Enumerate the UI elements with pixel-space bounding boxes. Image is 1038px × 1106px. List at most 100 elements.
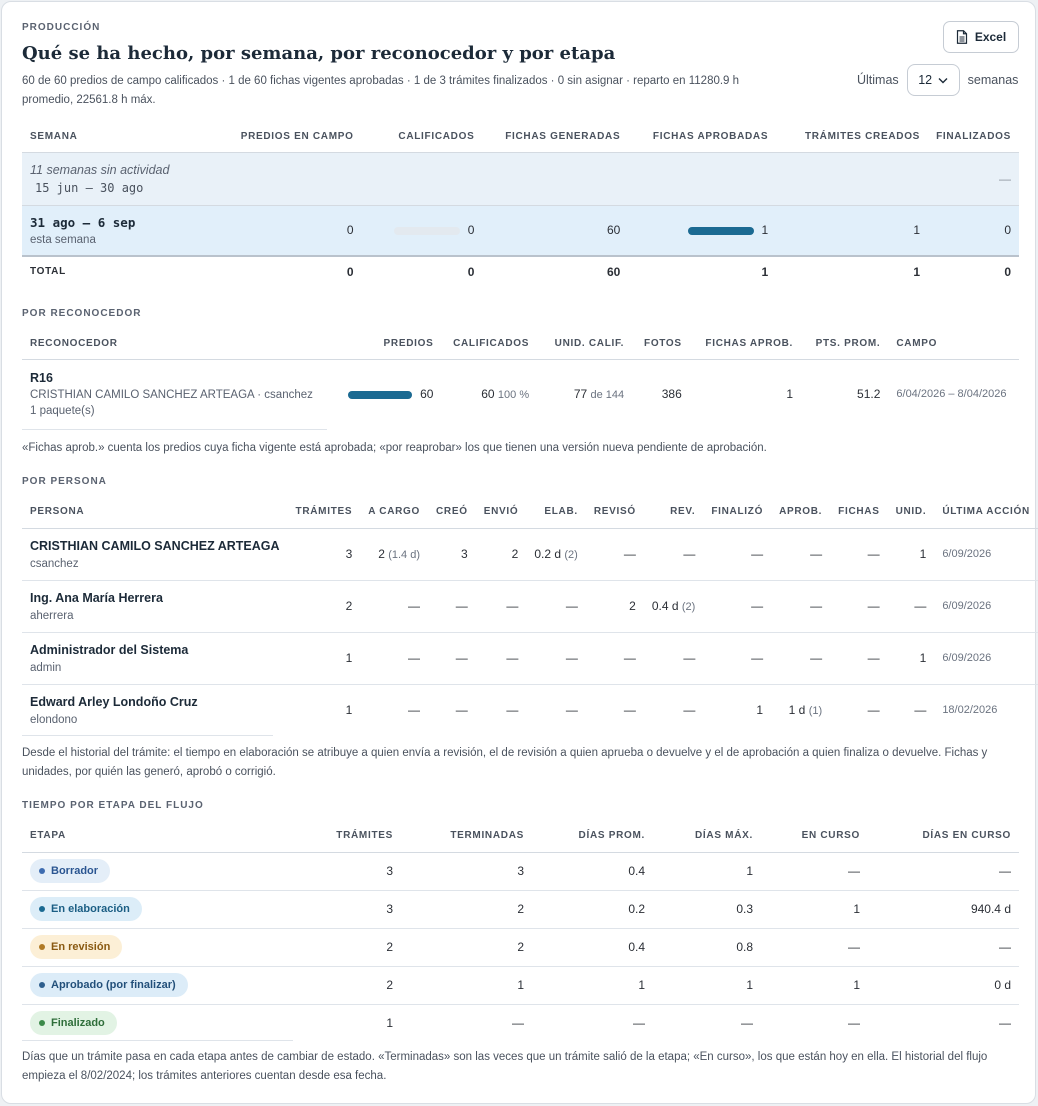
persona-acargo: —	[408, 651, 421, 665]
persona-creo: —	[455, 599, 468, 613]
recon-unid: 77	[573, 387, 588, 402]
etapa-tramites: 3	[386, 864, 393, 878]
total-fichas-generadas: 60	[606, 264, 621, 279]
weeks-select[interactable]: 12	[906, 64, 960, 96]
persona-name: Edward Arley Londoño Cruz	[30, 694, 198, 709]
persona-rev: —	[683, 703, 696, 717]
etapa-row[interactable]: Borrador 3 3 0.4 1 — —	[22, 852, 1019, 890]
persona-envio: 2	[511, 547, 519, 561]
persona-table: PERSONA TRÁMITES A CARGO CREÓ ENVIÓ ELAB…	[22, 496, 1038, 737]
persona-rev-detail: (2)	[681, 601, 696, 613]
persona-acargo: —	[408, 703, 421, 717]
etapa-curso: —	[848, 1016, 860, 1030]
etapas-note: Días que un trámite pasa en cada etapa a…	[22, 1051, 988, 1082]
persona-elab: —	[565, 703, 578, 717]
status-badge: En revisión	[30, 935, 123, 959]
col-predios-campo: PREDIOS EN CAMPO	[240, 131, 354, 143]
persona-row[interactable]: CRISTHIAN CAMILO SANCHEZ ARTEAGA csanchez…	[22, 528, 1038, 580]
etapa-dias: 0 d	[994, 978, 1011, 992]
col-etapa: ETAPA	[30, 830, 66, 842]
col-ultima-accion: ÚLTIMA ACCIÓN	[942, 506, 1030, 518]
status-badge: Aprobado (por finalizar)	[30, 973, 188, 997]
etapa-prom: 0.4	[628, 940, 645, 954]
weeks-prefix: Últimas	[857, 73, 899, 87]
etapa-tramites: 1	[386, 1016, 393, 1030]
recon-row[interactable]: R16 CRISTHIAN CAMILO SANCHEZ ARTEAGA · c…	[22, 359, 1019, 429]
persona-acargo: —	[408, 599, 421, 613]
etapa-dias: —	[999, 940, 1011, 954]
idle-weeks-row[interactable]: 11 semanas sin actividad 15 jun – 30 ago…	[22, 152, 1019, 205]
persona-ultima: 6/09/2026	[942, 652, 992, 664]
status-dot-icon	[39, 868, 45, 874]
etapa-row[interactable]: En revisión 2 2 0.4 0.8 — —	[22, 928, 1019, 966]
current-week-row[interactable]: 31 ago – 6 sep esta semana 0 0 60 1 1 0	[22, 205, 1019, 256]
persona-finalizo: —	[751, 547, 764, 561]
persona-unid: —	[914, 703, 927, 717]
col-fichas-aprob: FICHAS APROB.	[705, 338, 794, 350]
col-persona: PERSONA	[30, 506, 85, 518]
col-fichas-aprobadas: FICHAS APROBADAS	[652, 131, 769, 143]
excel-label: Excel	[974, 30, 1007, 44]
persona-acargo-detail: (1.4 d)	[388, 549, 421, 561]
persona-envio: —	[506, 703, 519, 717]
etapa-row[interactable]: Aprobado (por finalizar) 2 1 1 1 1 0 d	[22, 966, 1019, 1004]
persona-row[interactable]: Edward Arley Londoño Cruz elondono 1 — — — —…	[22, 684, 1038, 736]
col-tramites-creados: TRÁMITES CREADOS	[804, 131, 921, 143]
persona-unid: —	[914, 599, 927, 613]
col-dias-en-curso: DÍAS EN CURSO	[922, 830, 1011, 842]
etapas-table: ETAPA TRÁMITES TERMINADAS DÍAS PROM. DÍA…	[22, 820, 1019, 1043]
persona-name: Administrador del Sistema	[30, 642, 189, 657]
persona-fichas: —	[867, 547, 880, 561]
current-note: esta semana	[30, 233, 96, 246]
etapa-max: 0.8	[736, 940, 753, 954]
persona-reviso: —	[623, 651, 636, 665]
persona-name: Ing. Ana María Herrera	[30, 590, 163, 605]
etapa-curso: —	[848, 940, 860, 954]
col-fichas: FICHAS	[838, 506, 880, 518]
col-unid: UNID.	[895, 506, 927, 518]
persona-finalizo: 1	[756, 703, 764, 717]
persona-tramites: 1	[345, 651, 353, 665]
total-finalizados: 0	[1004, 264, 1011, 279]
etapa-prom: 1	[638, 978, 645, 992]
etapa-row[interactable]: En elaboración 3 2 0.2 0.3 1 940.4 d	[22, 890, 1019, 928]
idle-label: 11 semanas sin actividad	[30, 162, 170, 177]
weekly-table: SEMANA PREDIOS EN CAMPO CALIFICADOS FICH…	[22, 122, 1019, 286]
persona-finalizo: —	[751, 651, 764, 665]
col-terminadas: TERMINADAS	[450, 830, 524, 842]
col-fichas-generadas: FICHAS GENERADAS	[505, 131, 621, 143]
persona-tramites: 2	[345, 599, 353, 613]
persona-elab-detail: (2)	[564, 549, 578, 561]
persona-ultima: 18/02/2026	[942, 704, 998, 716]
etapas-row-divider	[22, 1040, 293, 1041]
etapa-terminadas: 3	[517, 864, 524, 878]
etapa-prom: 0.2	[628, 902, 645, 916]
col-calificados: CALIFICADOS	[453, 338, 530, 350]
persona-rev: —	[683, 547, 696, 561]
recon-campo: 6/04/2026 – 8/04/2026	[896, 388, 1007, 401]
status-label: Aprobado (por finalizar)	[51, 979, 176, 991]
persona-user: elondono	[30, 713, 78, 726]
weeks-filter: Últimas 12 semanas	[857, 64, 1018, 96]
excel-button[interactable]: Excel	[943, 21, 1019, 53]
total-fichas-aprobadas: 1	[761, 264, 769, 279]
persona-elab: 0.2 d	[534, 547, 562, 561]
recon-packages: 1 paquete(s)	[30, 405, 95, 418]
recon-fichas: 1	[786, 387, 794, 402]
persona-fichas: —	[867, 703, 880, 717]
etapa-row[interactable]: Finalizado 1 — — — — —	[22, 1004, 1019, 1042]
status-label: En elaboración	[51, 903, 130, 915]
status-dot-icon	[39, 982, 45, 988]
fichas-aprobadas-bar	[687, 227, 754, 236]
persona-elab: —	[565, 651, 578, 665]
persona-reviso: —	[623, 547, 636, 561]
persona-row[interactable]: Ing. Ana María Herrera aherrera 2 — — — — 2 0…	[22, 580, 1038, 632]
status-dot-icon	[39, 944, 45, 950]
persona-unid: 1	[919, 547, 927, 561]
col-envio: ENVIÓ	[483, 506, 519, 518]
weeks-suffix: semanas	[967, 73, 1019, 87]
persona-fichas: —	[867, 599, 880, 613]
persona-row[interactable]: Administrador del Sistema admin 1 — — — — — —…	[22, 632, 1038, 684]
col-tramites: TRÁMITES	[336, 830, 393, 842]
